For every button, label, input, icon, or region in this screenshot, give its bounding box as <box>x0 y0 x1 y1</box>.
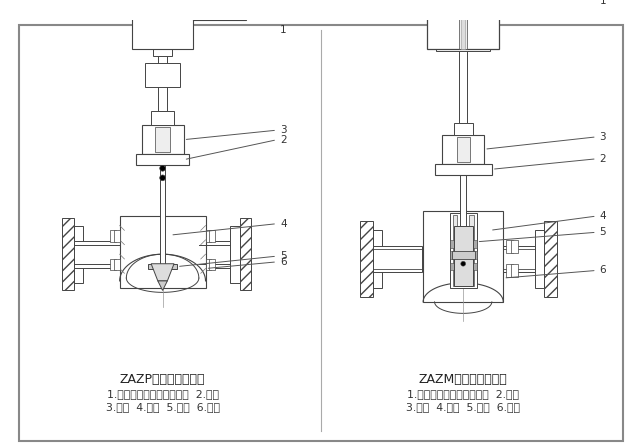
Text: 4: 4 <box>280 219 286 229</box>
Circle shape <box>160 175 166 181</box>
Circle shape <box>92 0 119 10</box>
Bar <box>146 63 180 87</box>
Text: 1.电动执行机构（普通型）  2.阀盖: 1.电动执行机构（普通型） 2.阀盖 <box>107 389 218 399</box>
Bar <box>155 127 170 152</box>
Bar <box>153 44 172 56</box>
Bar <box>240 218 251 290</box>
Circle shape <box>461 261 465 266</box>
Bar <box>427 0 499 49</box>
Text: 4: 4 <box>600 211 606 221</box>
Bar <box>469 215 474 286</box>
Bar <box>461 0 465 49</box>
Bar <box>442 135 484 164</box>
Circle shape <box>84 0 126 17</box>
Text: 5: 5 <box>280 251 286 261</box>
Bar <box>209 230 215 242</box>
Bar <box>209 259 215 270</box>
Bar <box>460 130 466 226</box>
Bar <box>246 0 255 13</box>
Bar <box>535 230 544 288</box>
Bar <box>435 164 492 175</box>
Bar <box>450 263 456 270</box>
Text: 2: 2 <box>280 135 286 145</box>
Text: 6: 6 <box>280 257 286 267</box>
Bar <box>142 125 184 154</box>
Text: 5: 5 <box>600 227 606 237</box>
Bar <box>158 49 168 111</box>
Bar <box>193 0 246 21</box>
Bar <box>511 240 517 253</box>
Bar <box>460 0 467 49</box>
Bar <box>453 215 458 286</box>
Text: 3.阀杆  4.阀芯  5.阀座  6.阀体: 3.阀杆 4.阀芯 5.阀座 6.阀体 <box>105 402 220 412</box>
Text: 3.阀杆  4.阀塞  5.套筒  6.阀体: 3.阀杆 4.阀塞 5.套筒 6.阀体 <box>406 402 520 412</box>
Bar <box>423 211 503 302</box>
Bar <box>62 218 74 290</box>
Polygon shape <box>158 281 168 290</box>
Bar <box>454 226 473 286</box>
Bar <box>471 263 476 270</box>
Text: 3: 3 <box>280 125 286 135</box>
Text: 1: 1 <box>280 25 286 35</box>
Bar <box>136 154 189 165</box>
Bar <box>506 240 513 253</box>
Text: 6: 6 <box>600 265 606 276</box>
Bar <box>230 226 240 283</box>
Bar <box>452 252 474 259</box>
Bar <box>160 125 166 264</box>
Circle shape <box>101 0 110 1</box>
Bar <box>437 41 490 51</box>
Bar <box>132 0 193 49</box>
Bar <box>372 246 422 273</box>
Polygon shape <box>151 264 174 281</box>
Bar <box>74 241 126 268</box>
Bar <box>456 137 470 161</box>
Bar <box>506 264 513 277</box>
Text: 2: 2 <box>600 154 606 164</box>
Bar <box>450 252 456 259</box>
Text: ZAZM电动套筒调节阀: ZAZM电动套筒调节阀 <box>419 373 508 387</box>
Bar <box>360 221 372 297</box>
Bar <box>205 259 211 270</box>
Bar <box>460 49 467 124</box>
Bar <box>148 264 177 269</box>
Bar <box>499 246 535 273</box>
Bar <box>110 230 116 242</box>
Bar <box>450 240 456 248</box>
Bar <box>110 259 116 270</box>
Text: 3: 3 <box>600 132 606 142</box>
Bar <box>454 124 473 135</box>
Bar <box>199 241 230 268</box>
Circle shape <box>160 165 166 171</box>
Bar <box>511 264 517 277</box>
Bar <box>471 240 476 248</box>
Text: 1.电动执行机构（电子式）  2.阀盖: 1.电动执行机构（电子式） 2.阀盖 <box>407 389 519 399</box>
Text: 1: 1 <box>600 0 606 6</box>
Bar <box>119 216 205 288</box>
Bar <box>114 259 119 270</box>
Bar <box>205 230 211 242</box>
Bar <box>450 213 476 288</box>
Bar <box>74 226 83 283</box>
Bar <box>151 111 174 125</box>
Bar <box>544 221 557 297</box>
Bar <box>114 230 119 242</box>
Text: ZAZP电动单座调节阀: ZAZP电动单座调节阀 <box>120 373 205 387</box>
Bar <box>372 230 382 288</box>
Bar <box>471 252 476 259</box>
